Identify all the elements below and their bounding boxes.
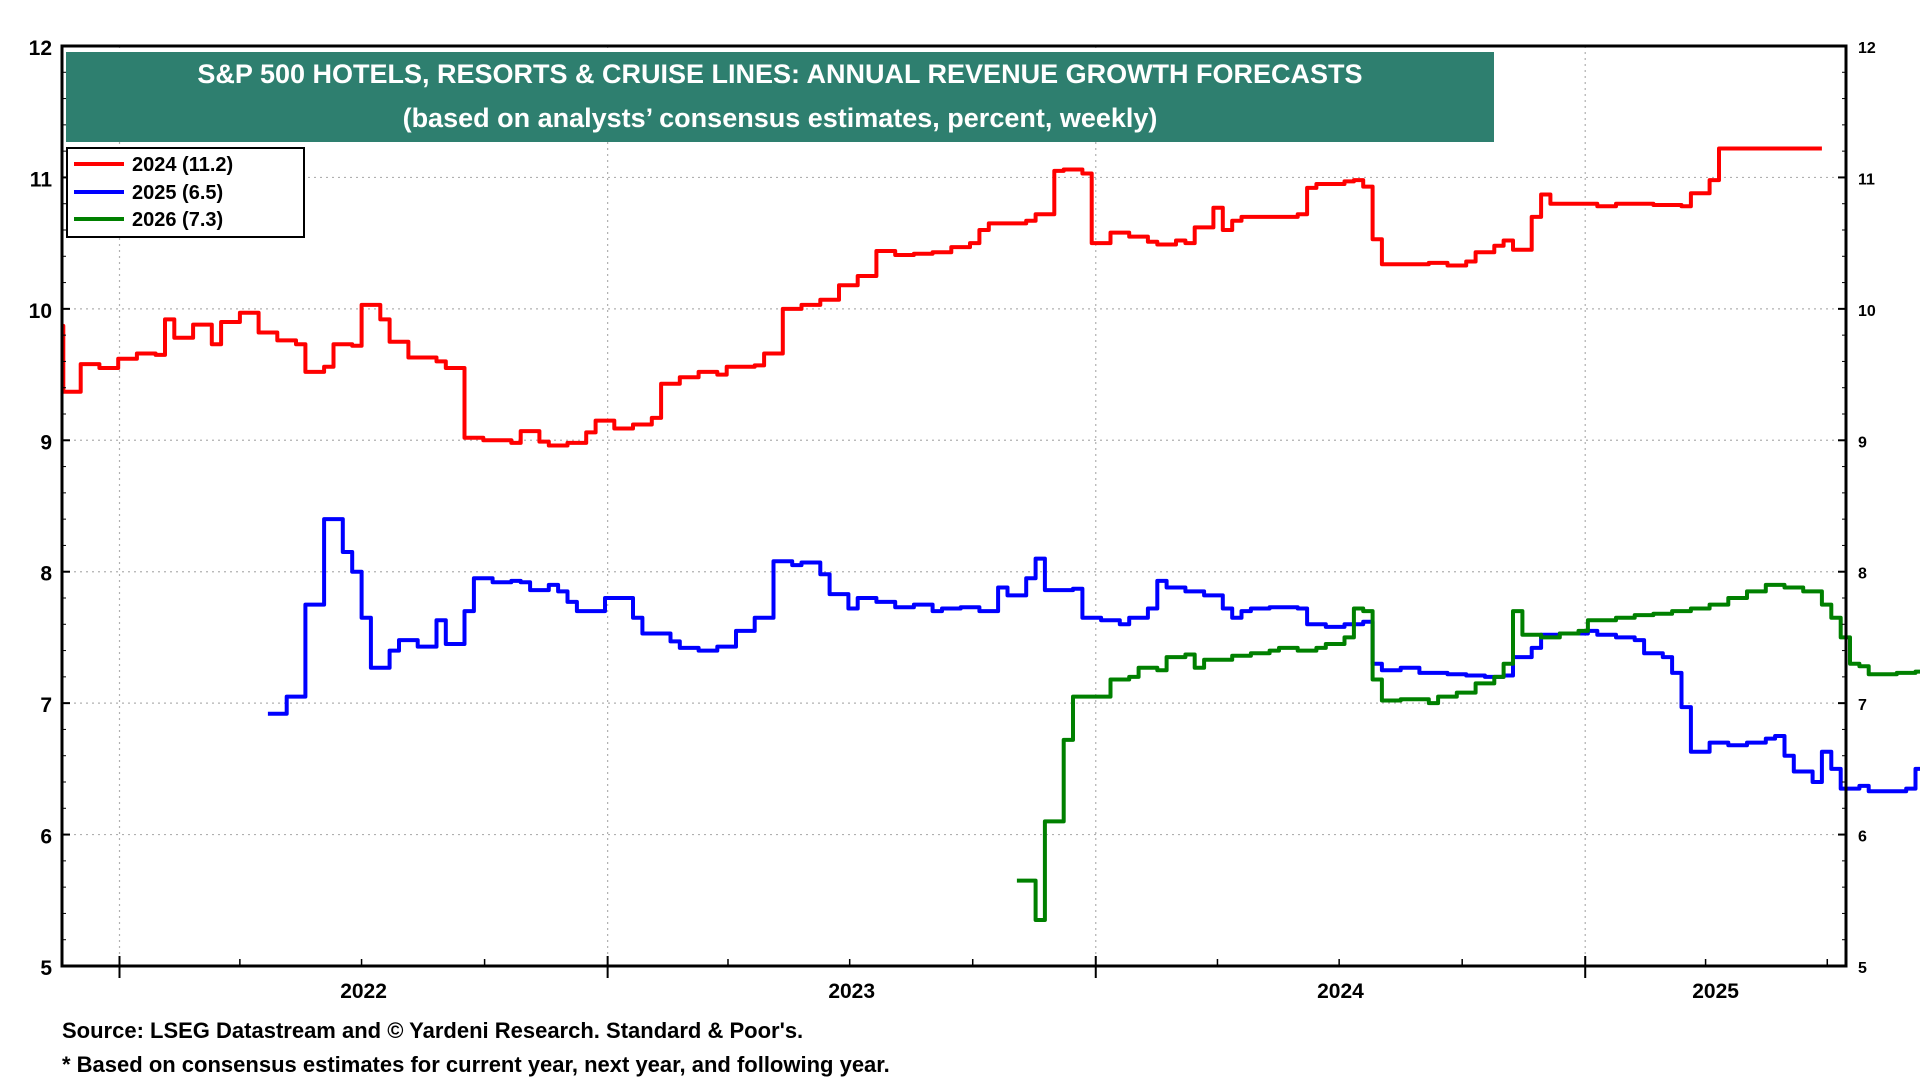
y-tick-label-right: 5 bbox=[1858, 960, 1867, 977]
series-line-2025 bbox=[267, 517, 1920, 794]
chart-title: S&P 500 HOTELS, RESORTS & CRUISE LINES: … bbox=[197, 59, 1362, 89]
y-tick-label-right: 7 bbox=[1858, 697, 1867, 714]
legend-label-2024: 2024 (11.2) bbox=[132, 154, 233, 176]
x-year-label: 2022 bbox=[340, 980, 387, 1000]
y-tick-label-left: 8 bbox=[40, 563, 52, 586]
footnote: * Based on consensus estimates for curre… bbox=[62, 1052, 890, 1077]
y-tick-label-left: 11 bbox=[30, 168, 53, 191]
chart-subtitle: (based on analysts’ consensus estimates,… bbox=[403, 103, 1158, 133]
legend-label-2026: 2026 (7.3) bbox=[132, 209, 223, 231]
axis-layer: 5 5 6 6 7 7 8 8 9 9 10 10 11 11 12 12 2022 2023 2024 2025 bbox=[29, 37, 1876, 1003]
y-tick-label-right: 6 bbox=[1858, 829, 1867, 846]
plot-frame bbox=[60, 44, 1848, 968]
legend-label-2025: 2025 (6.5) bbox=[132, 182, 223, 204]
source-note: Source: LSEG Datastream and © Yardeni Re… bbox=[62, 1018, 804, 1043]
x-year-label: 2024 bbox=[1317, 980, 1364, 1000]
y-tick-label-left: 10 bbox=[29, 300, 52, 323]
y-tick-label-left: 12 bbox=[29, 37, 52, 60]
title-box bbox=[66, 52, 1494, 142]
y-tick-label-right: 8 bbox=[1858, 566, 1867, 583]
series-line-2026 bbox=[1016, 582, 1920, 922]
legend: 2024 (11.2) 2025 (6.5) 2026 (7.3) bbox=[66, 147, 305, 238]
grid-layer bbox=[62, 46, 1846, 966]
y-tick-label-left: 6 bbox=[40, 826, 52, 849]
x-year-label: 2025 bbox=[1692, 980, 1739, 1000]
x-year-label: 2023 bbox=[828, 980, 875, 1000]
y-tick-label-right: 12 bbox=[1858, 40, 1876, 57]
y-tick-label-right: 11 bbox=[1858, 171, 1875, 188]
y-tick-label-left: 9 bbox=[40, 431, 52, 454]
y-tick-label-left: 7 bbox=[40, 694, 52, 717]
chart-svg: 5 5 6 6 7 7 8 8 9 9 10 10 11 11 12 12 2022 2023 2024 2025 S… bbox=[29, 37, 1920, 1003]
series-layer bbox=[61, 146, 1920, 922]
y-tick-label-right: 9 bbox=[1858, 434, 1867, 451]
series-line-2024 bbox=[61, 146, 1822, 448]
y-tick-label-left: 5 bbox=[40, 957, 52, 980]
y-tick-label-right: 10 bbox=[1858, 303, 1876, 320]
